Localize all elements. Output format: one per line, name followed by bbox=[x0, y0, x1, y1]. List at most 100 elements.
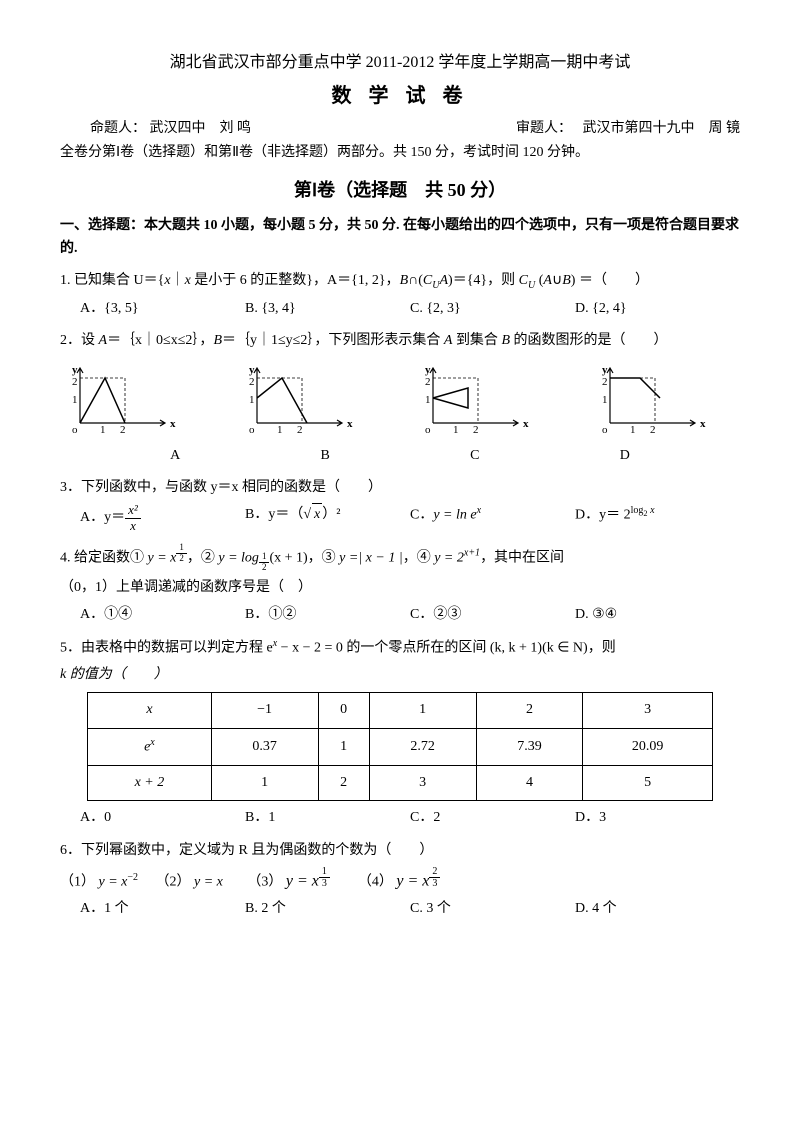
q3d-text: D．y＝ 2 bbox=[575, 508, 631, 523]
svg-text:1: 1 bbox=[72, 394, 78, 406]
svg-text:1: 1 bbox=[277, 424, 283, 436]
chart-b: yox1212 bbox=[237, 363, 387, 443]
table-cell: 2 bbox=[318, 765, 369, 800]
q4-f2-den: 2 bbox=[259, 563, 270, 573]
q3b-text: B．y＝（ bbox=[245, 507, 303, 522]
q4-f1-den: 2 bbox=[176, 554, 187, 564]
q5-line2: k 的值为（ ） bbox=[60, 664, 740, 686]
table-cell: 1 bbox=[318, 728, 369, 765]
question-2: 2．设 A＝｛x｜0≤x≤2｝，B＝｛y｜1≤y≤2｝，下列图形表示集合 A 到… bbox=[60, 330, 740, 352]
q6-o4: y = x bbox=[396, 872, 429, 889]
table-cell: x bbox=[88, 693, 211, 728]
option-d: D．3 bbox=[575, 807, 740, 829]
q6-o3-den: 3 bbox=[319, 878, 330, 889]
svg-text:2: 2 bbox=[425, 376, 431, 388]
q2-var: B bbox=[501, 333, 510, 348]
q4-line2: （0，1）上单调递减的函数序号是（ ） bbox=[60, 577, 740, 599]
table-cell: ex bbox=[88, 728, 211, 765]
chart-a: yox1212 bbox=[60, 363, 210, 443]
table-cell: 5 bbox=[583, 765, 712, 800]
q4-text: ，② bbox=[187, 550, 219, 565]
q6-o4-den: 3 bbox=[429, 878, 440, 889]
author-right-label: 审题人： bbox=[516, 121, 572, 136]
q1-text: 是小于 6 的正整数}，A＝{1, 2}， bbox=[191, 273, 400, 288]
q4-f4: y = 2 bbox=[434, 550, 464, 565]
q1-text: ∩( bbox=[408, 273, 423, 288]
q6-functions: （1） y = x−2 （2） y = x （3） y = x13 （4） y … bbox=[60, 866, 740, 894]
q6-o4-label: （4） bbox=[358, 874, 393, 889]
q3c-eq: y = ln e bbox=[433, 508, 476, 523]
q3d-log: log bbox=[631, 505, 644, 516]
q3a-text: A．y＝ bbox=[80, 510, 125, 525]
q1-text: ∪ bbox=[552, 273, 562, 288]
option-b: B. {3, 4} bbox=[245, 298, 410, 320]
svg-text:1: 1 bbox=[100, 424, 106, 436]
q3-options: A．y＝x²x B．y＝（√x）² C．y = ln ex D．y＝ 2log2… bbox=[80, 503, 740, 533]
svg-text:y: y bbox=[249, 364, 255, 376]
q4-text: ，④ bbox=[403, 550, 435, 565]
q3b-sqrt: x bbox=[312, 503, 322, 526]
table-cell: x + 2 bbox=[88, 765, 211, 800]
section-title: 第Ⅰ卷（选择题 共 50 分） bbox=[60, 176, 740, 205]
q2-text: 的函数图形的是（ ） bbox=[510, 333, 668, 348]
q2-charts: yox1212 yox1212 yox1212 yox1212 bbox=[60, 363, 740, 443]
svg-text:y: y bbox=[72, 364, 78, 376]
svg-text:x: x bbox=[700, 418, 706, 430]
q1-text: )＝{4}，则 bbox=[448, 273, 519, 288]
table-cell: 7.39 bbox=[476, 728, 583, 765]
q4-text: 4. 给定函数① bbox=[60, 550, 148, 565]
q1-text: ｜ bbox=[171, 273, 185, 288]
header-subject: 数 学 试 卷 bbox=[60, 80, 740, 112]
q4-f2: y = log bbox=[218, 550, 259, 565]
option-a: A．y＝x²x bbox=[80, 503, 245, 533]
table-cell: 0 bbox=[318, 693, 369, 728]
q6-options: A．1 个 B. 2 个 C. 3 个 D. 4 个 bbox=[80, 898, 740, 920]
q5-options: A．0 B．1 C．2 D．3 bbox=[80, 807, 740, 829]
table-cell: 2.72 bbox=[369, 728, 476, 765]
q1-text: 1. 已知集合 U＝{ bbox=[60, 273, 164, 288]
q3a-den: x bbox=[125, 519, 141, 533]
q6-o3: y = x bbox=[286, 872, 319, 889]
q3c-pre: C． bbox=[410, 508, 433, 523]
chart-label-b: B bbox=[321, 445, 330, 467]
q6-o2-label: （2） bbox=[156, 874, 191, 889]
option-a: A．{3, 5} bbox=[80, 298, 245, 320]
svg-text:o: o bbox=[602, 424, 608, 436]
q1-var: B bbox=[562, 273, 571, 288]
svg-text:y: y bbox=[425, 364, 431, 376]
option-c: C. 3 个 bbox=[410, 898, 575, 920]
question-5: 5．由表格中的数据可以判定方程 ex − x − 2 = 0 的一个零点所在的区… bbox=[60, 636, 740, 660]
option-c: C．y = ln ex bbox=[410, 503, 575, 533]
q1-var: C bbox=[423, 273, 432, 288]
q6-o1-label: （1） bbox=[60, 874, 95, 889]
option-a: A．1 个 bbox=[80, 898, 245, 920]
option-b: B．y＝（√x）² bbox=[245, 503, 410, 533]
author-left-name: 刘 鸣 bbox=[220, 121, 252, 136]
q2-text: 2．设 bbox=[60, 333, 99, 348]
chart-label-a: A bbox=[170, 445, 180, 467]
table-cell: 4 bbox=[476, 765, 583, 800]
svg-text:1: 1 bbox=[425, 394, 431, 406]
svg-text:o: o bbox=[72, 424, 78, 436]
exam-desc: 全卷分第Ⅰ卷（选择题）和第Ⅱ卷（非选择题）两部分。共 150 分，考试时间 12… bbox=[60, 142, 740, 164]
q4-f4-exp: x+1 bbox=[464, 548, 480, 559]
chart-d: yox1212 bbox=[590, 363, 740, 443]
q2-text: 到集合 bbox=[452, 333, 501, 348]
q1-var: B bbox=[400, 273, 409, 288]
table-cell: 3 bbox=[583, 693, 712, 728]
svg-text:2: 2 bbox=[249, 376, 255, 388]
q1-var: A bbox=[543, 273, 552, 288]
q4-f1: y = x bbox=[148, 550, 177, 565]
author-right-school: 武汉市第四十九中 bbox=[583, 121, 695, 136]
q4-text: ，其中在区间 bbox=[480, 550, 564, 565]
author-row: 命题人： 武汉四中 刘 鸣 审题人： 武汉市第四十九中 周 镜 bbox=[60, 118, 740, 140]
question-4: 4. 给定函数① y = x12，② y = log12(x + 1)，③ y … bbox=[60, 543, 740, 573]
svg-text:2: 2 bbox=[650, 424, 656, 436]
q1-text: ) ＝（ ） bbox=[571, 273, 649, 288]
q5-text2: k 的值为（ ） bbox=[60, 667, 168, 682]
q4-f2-arg: (x + 1) bbox=[269, 550, 307, 565]
q6-o1: y = x bbox=[99, 874, 128, 889]
svg-text:2: 2 bbox=[602, 376, 608, 388]
q2-var: B bbox=[213, 333, 222, 348]
svg-text:2: 2 bbox=[297, 424, 303, 436]
